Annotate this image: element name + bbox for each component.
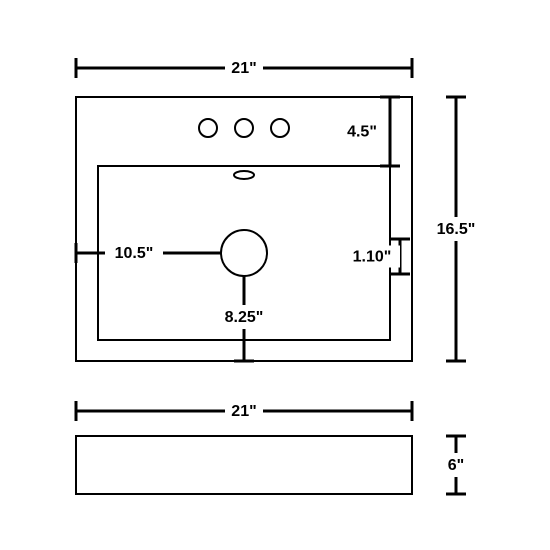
dimension-label: 1.10" [353, 249, 392, 266]
dimension-front-height: 6" [439, 436, 473, 494]
dimension-diagram: 21" 16.5" 4.5" 1.10" 10.5" 8.25" 21" 6" [0, 0, 550, 550]
dimension-label: 16.5" [437, 221, 476, 238]
dimension-top-height: 16.5" [427, 97, 485, 361]
dimension-top-width: 21" [76, 56, 412, 80]
dimension-label: 21" [231, 60, 256, 77]
front-view-rect [76, 436, 412, 494]
dimension-label: 4.5" [347, 124, 377, 141]
dimension-front-width: 21" [76, 399, 412, 423]
dimension-label: 8.25" [225, 309, 264, 326]
dimension-label: 10.5" [115, 245, 154, 262]
dimension-label: 6" [448, 457, 464, 474]
dimension-label: 21" [231, 403, 256, 420]
